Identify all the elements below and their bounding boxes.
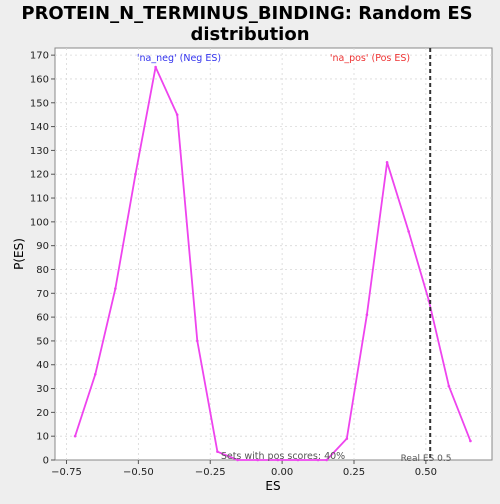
real-es-label: Real ES 0.5 (401, 454, 452, 464)
y-tick-label: 0 (43, 456, 49, 467)
y-tick-label: 90 (36, 241, 49, 252)
pos-es-label: 'na_pos' (Pos ES) (330, 53, 410, 64)
y-tick-label: 70 (36, 289, 49, 300)
data-point (407, 230, 410, 233)
y-tick-label: 30 (36, 384, 49, 395)
y-tick-label: 110 (30, 194, 49, 205)
data-point (216, 450, 219, 453)
x-tick-label: −0.25 (195, 467, 226, 478)
x-tick-label: 0.50 (415, 467, 437, 478)
y-tick-label: 120 (30, 170, 49, 181)
data-point (196, 340, 199, 343)
x-axis-label: ES (265, 479, 280, 493)
y-tick-label: 170 (30, 51, 49, 62)
y-tick-label: 80 (36, 265, 49, 276)
y-tick-label: 50 (36, 336, 49, 347)
x-tick-label: −0.75 (51, 467, 82, 478)
y-tick-label: 160 (30, 74, 49, 85)
data-point (134, 173, 137, 176)
y-tick-label: 60 (36, 313, 49, 324)
data-point (74, 435, 77, 438)
y-tick-label: 20 (36, 408, 49, 419)
y-tick-label: 130 (30, 146, 49, 157)
data-point (176, 113, 179, 116)
data-point (448, 385, 451, 388)
data-point (386, 161, 389, 164)
y-tick-label: 140 (30, 122, 49, 133)
y-tick-label: 150 (30, 98, 49, 109)
x-tick-label: 0.00 (271, 467, 293, 478)
data-point (114, 287, 117, 290)
pos-scores-text: Sets with pos scores: 40% (221, 451, 345, 462)
x-tick-label: −0.50 (123, 467, 154, 478)
data-point (469, 440, 472, 443)
y-tick-label: 100 (30, 217, 49, 228)
y-axis: 0 10 20 30 40 50 60 70 80 90 100 110 120 130 140 150 160… (30, 51, 55, 467)
y-tick-label: 10 (36, 432, 49, 443)
plot-area (55, 48, 492, 460)
x-axis: −0.75 −0.50 −0.25 0.00 0.25 0.50 (51, 460, 437, 478)
data-point (366, 313, 369, 316)
chart-title-line-1: PROTEIN_N_TERMINUS_BINDING: Random ES (21, 3, 472, 24)
x-tick-label: 0.25 (343, 467, 365, 478)
data-point (94, 373, 97, 376)
y-axis-label: P(ES) (12, 238, 26, 270)
neg-es-label: 'na_neg' (Neg ES) (137, 53, 221, 64)
chart-title-line-2: distribution (190, 24, 309, 45)
data-point (346, 437, 349, 440)
data-point (154, 66, 157, 69)
y-tick-label: 40 (36, 360, 49, 371)
